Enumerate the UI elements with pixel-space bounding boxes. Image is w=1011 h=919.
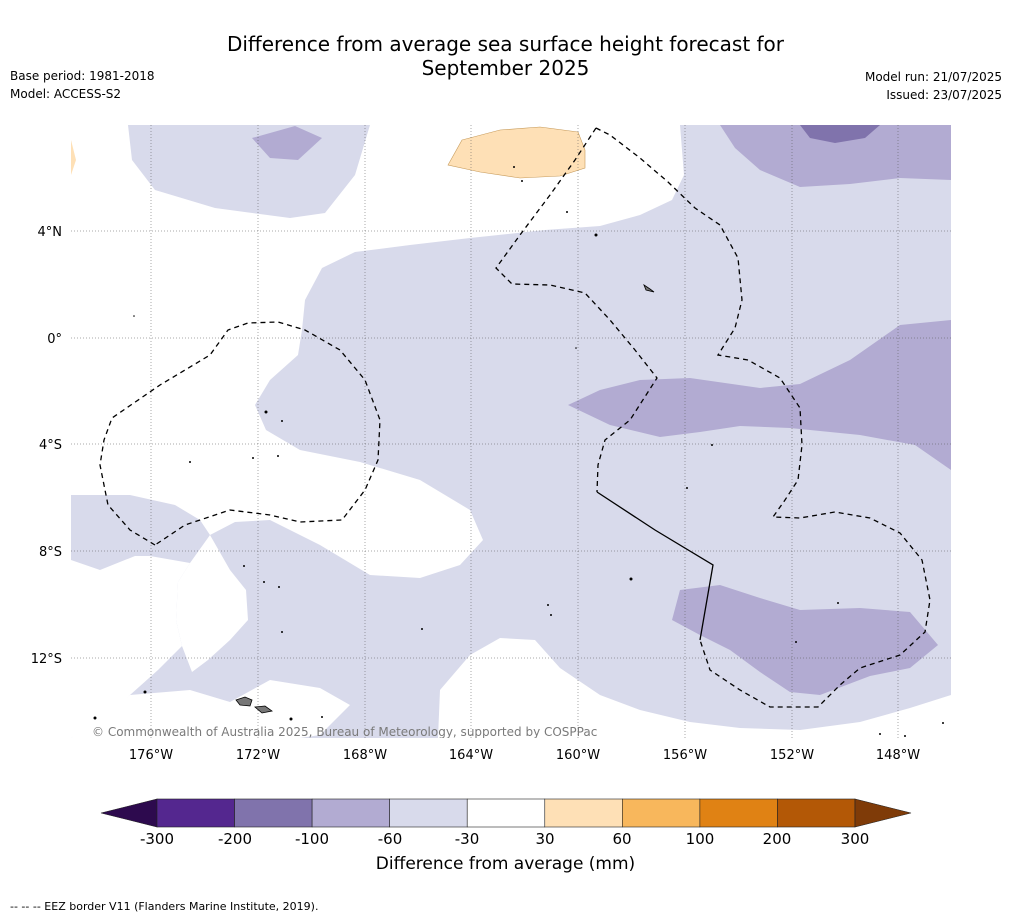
neutral-region-southeast: [438, 638, 951, 738]
lat-label-12s: 12°S: [31, 652, 62, 667]
lon-label-168w: 168°W: [343, 748, 387, 763]
colorbar: [100, 798, 912, 828]
lon-label-164w: 164°W: [449, 748, 493, 763]
eez-borders: [99, 127, 931, 708]
colorbar-tick: -30: [455, 830, 480, 848]
island-savaii: [235, 696, 253, 707]
map-title-line1: Difference from average sea surface heig…: [226, 32, 785, 56]
anomaly-region-3: [568, 320, 951, 470]
lon-label-148w: 148°W: [876, 748, 920, 763]
neutral-region-southwest: [71, 556, 190, 738]
map-title: Difference from average sea surface heig…: [0, 32, 1011, 80]
base-period-text: Base period: 1981-2018: [10, 69, 155, 83]
island-kiritimati: [643, 283, 655, 293]
colorbar-tick: 300: [841, 830, 870, 848]
colorbar-label: Difference from average (mm): [375, 854, 636, 874]
positive-anomaly-region-2: [71, 140, 76, 175]
colorbar-swatch: [777, 798, 856, 828]
lat-label-8s: 8°S: [39, 545, 62, 560]
map-panel: © Commonwealth of Australia 2025, Bureau…: [71, 125, 951, 739]
issued-text: Issued: 23/07/2025: [886, 88, 1002, 102]
colorbar-swatch: [311, 798, 390, 828]
anomaly-region-2: [720, 125, 951, 187]
positive-anomaly-region-1: [447, 126, 586, 179]
anomaly-region-1: [252, 126, 322, 160]
eez-border-note: -- -- -- EEZ border V11 (Flanders Marine…: [10, 900, 319, 913]
colorbar-tick: 100: [686, 830, 715, 848]
island-upolu: [254, 705, 273, 714]
colorbar-tick: 60: [612, 830, 631, 848]
longitude-labels: 176°W 172°W 168°W 164°W 160°W 156°W 152°…: [129, 748, 920, 763]
lat-label-4s: 4°S: [39, 438, 62, 453]
colorbar-tick: 200: [763, 830, 792, 848]
colorbar-swatch: [389, 798, 468, 828]
lat-label-0: 0°: [47, 332, 62, 347]
colorbar-swatch: [156, 798, 235, 828]
colorbar-tick: -100: [295, 830, 329, 848]
copyright-text: © Commonwealth of Australia 2025, Bureau…: [92, 725, 597, 739]
colorbar-tick: 30: [535, 830, 554, 848]
colorbar-ticks: -300 -200 -100 -60 -30 30 60 100 200 300: [140, 830, 869, 848]
colorbar-tick: -300: [140, 830, 174, 848]
colorbar-tick: -200: [218, 830, 252, 848]
model-text: Model: ACCESS-S2: [10, 87, 122, 101]
colorbar-tick: -60: [378, 830, 403, 848]
neutral-region-north: [71, 125, 684, 578]
colorbar-swatch: [234, 798, 313, 828]
colorbar-swatch: [466, 798, 546, 828]
anomaly-region-5: [800, 125, 880, 143]
neutral-region-south: [71, 680, 350, 738]
colorbar-swatch: [699, 798, 778, 828]
meta-left: Base period: 1981-2018 Model: ACCESS-S2: [10, 67, 155, 103]
lon-label-152w: 152°W: [770, 748, 814, 763]
lon-label-176w: 176°W: [129, 748, 173, 763]
small-islands: [93, 166, 944, 737]
graticule: [71, 125, 951, 738]
meta-right: Model run: 21/07/2025 Issued: 23/07/2025: [865, 68, 1002, 104]
neutral-region-southwest-2: [176, 535, 248, 672]
lat-label-4n: 4°N: [38, 225, 63, 240]
colorbar-extend-low: [100, 798, 158, 828]
colorbar-swatch: [622, 798, 701, 828]
lon-label-156w: 156°W: [663, 748, 707, 763]
islands: [235, 283, 655, 714]
colorbar-extend-high: [854, 798, 912, 828]
colorbar-swatch: [544, 798, 623, 828]
lon-label-172w: 172°W: [236, 748, 280, 763]
maritime-boundary: [596, 491, 714, 641]
latitude-labels: 4°N 0° 4°S 8°S 12°S: [31, 225, 62, 667]
map-title-line2: September 2025: [421, 56, 590, 80]
lon-label-160w: 160°W: [556, 748, 600, 763]
anomaly-region-4: [672, 585, 938, 695]
model-run-text: Model run: 21/07/2025: [864, 70, 1002, 84]
